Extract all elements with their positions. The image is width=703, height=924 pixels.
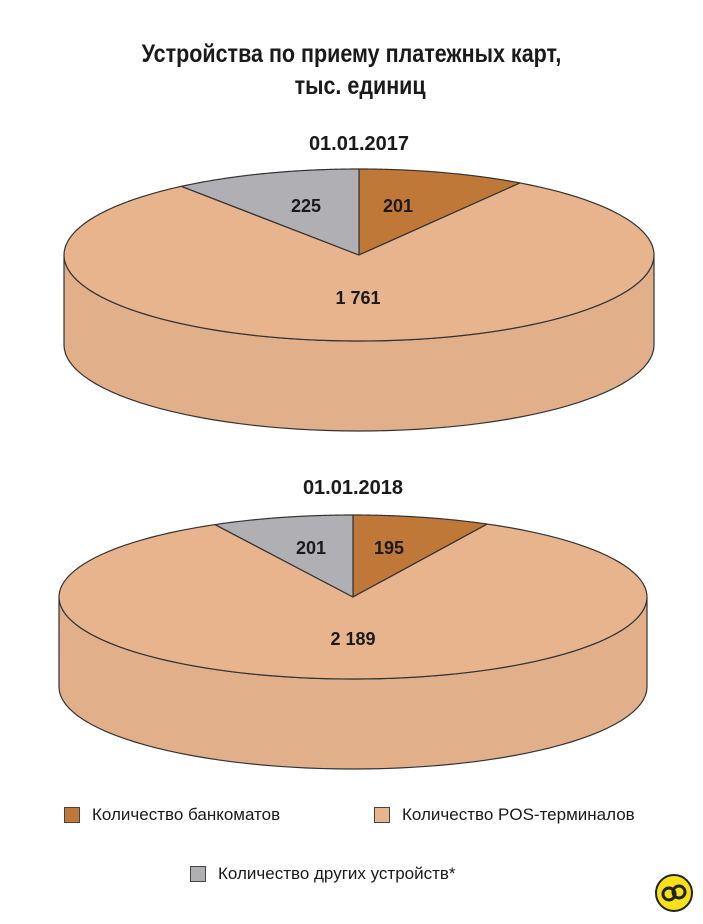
title-line-1: Устройства по приему платежных карт, — [141, 40, 562, 68]
pie-value-label-other-2: 201 — [296, 538, 326, 558]
pie-value-label-pos-2: 2 189 — [330, 629, 375, 649]
legend-swatch-other — [190, 866, 206, 882]
pie-slice-atm-2 — [352, 514, 488, 598]
legend-swatch-pos — [374, 807, 390, 823]
pie-chart-1: 01.01.2017 201 1 761 225 — [63, 133, 655, 432]
chart-title: Устройства по приему платежных карт, тыс… — [49, 38, 654, 102]
pie-value-label-atm-1: 201 — [383, 196, 413, 216]
legend-item-pos: Количество POS-терминалов — [374, 805, 635, 825]
pie-value-label-other-1: 225 — [291, 196, 321, 216]
legend-label-pos: Количество POS-терминалов — [402, 805, 635, 824]
pie-title-2: 01.01.2018 — [303, 477, 403, 499]
pie-slice-atm-1 — [358, 168, 521, 256]
legend-item-atm: Количество банкоматов — [64, 805, 280, 825]
publisher-logo-icon — [655, 874, 693, 912]
legend-swatch-atm — [64, 807, 80, 823]
pie-value-label-atm-2: 195 — [374, 538, 404, 558]
legend-label-atm: Количество банкоматов — [92, 805, 281, 824]
pie-chart-2: 01.01.2018 195 2 189 201 — [58, 477, 648, 770]
pie-value-label-pos-1: 1 761 — [335, 288, 380, 308]
legend-label-other: Количество других устройств* — [218, 864, 456, 883]
pie-title-1: 01.01.2017 — [309, 133, 409, 155]
legend-item-other: Количество других устройств* — [190, 864, 456, 884]
pie-slice-other-1 — [180, 168, 360, 256]
pie-slice-other-2 — [214, 514, 354, 598]
pie-slice-pos-2 — [58, 523, 648, 680]
title-line-2: тыс. единиц — [294, 72, 426, 100]
pie-slice-pos-1 — [63, 182, 655, 342]
